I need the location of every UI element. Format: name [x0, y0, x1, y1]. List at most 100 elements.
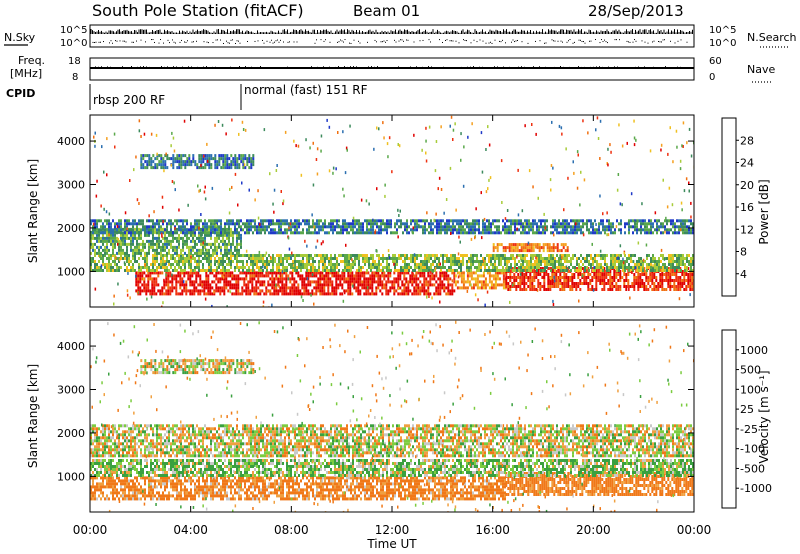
heatmap-cell	[114, 239, 116, 243]
heatmap-cell	[281, 286, 284, 290]
heatmap-cell	[164, 236, 166, 240]
heatmap-cell	[456, 231, 458, 235]
heatmap-cell	[364, 254, 366, 257]
heatmap-cell	[437, 277, 440, 281]
heatmap-cell	[341, 292, 344, 296]
heatmap-cell	[220, 228, 222, 232]
heatmap-cell	[114, 222, 116, 226]
heatmap-cell	[139, 289, 142, 293]
heatmap-cell	[370, 269, 372, 272]
heatmap-cell	[218, 260, 220, 263]
noise-search-dot	[628, 41, 629, 43]
heatmap-cell	[302, 260, 304, 263]
heatmap-cell	[379, 280, 382, 284]
heatmap-cell	[619, 285, 622, 288]
heatmap-cell	[525, 282, 528, 285]
heatmap-cell	[349, 280, 352, 284]
heatmap-cell	[234, 257, 236, 260]
heatmap-cell	[610, 263, 612, 266]
heatmap-cell	[149, 289, 152, 293]
heatmap-cell	[142, 248, 144, 252]
heatmap-cell	[259, 292, 262, 296]
heatmap-cell	[446, 257, 448, 260]
nave-dot	[524, 66, 525, 68]
heatmap-cell	[184, 263, 186, 266]
heatmap-cell	[192, 248, 194, 252]
heatmap-cell	[635, 282, 638, 285]
heatmap-cell	[132, 239, 134, 243]
heatmap-cell	[207, 292, 210, 296]
heatmap-cell	[423, 274, 426, 278]
heatmap-cell	[215, 271, 218, 275]
heatmap-cell	[277, 277, 280, 281]
heatmap-cell	[96, 245, 98, 249]
heatmap-cell	[391, 280, 394, 284]
heatmap-cell	[237, 292, 240, 296]
heatmap-cell	[251, 286, 254, 290]
heatmap-cell	[324, 225, 326, 229]
heatmap-cell	[280, 260, 282, 263]
heatmap-cell	[368, 263, 370, 266]
heatmap-cell	[346, 260, 348, 263]
heatmap-cell	[218, 228, 220, 232]
heatmap-cell	[515, 285, 518, 288]
heatmap-cell	[196, 251, 198, 255]
heatmap-cell	[382, 219, 384, 223]
heatmap-cell	[108, 236, 110, 240]
noise-strip-frame	[89, 24, 695, 48]
heatmap-cell	[339, 292, 342, 296]
heatmap-cell	[571, 288, 574, 291]
heatmap-cell	[531, 279, 534, 282]
heatmap-cell	[600, 254, 602, 257]
heatmap-cell	[204, 269, 206, 272]
heatmap-cell	[226, 269, 228, 272]
heatmap-cell	[627, 285, 630, 288]
heatmap-cell	[102, 222, 104, 226]
heatmap-cell	[102, 263, 104, 266]
heatmap-cell	[468, 271, 471, 275]
nave-bottom-tick: 0	[709, 72, 715, 83]
heatmap-cell	[482, 274, 485, 278]
heatmap-cell	[312, 260, 314, 263]
heatmap-cell	[383, 274, 386, 278]
heatmap-cell	[468, 280, 471, 284]
heatmap-cell	[96, 263, 98, 266]
heatmap-cell	[494, 269, 496, 272]
heatmap-cell	[464, 222, 466, 226]
heatmap-cell	[650, 260, 652, 263]
heatmap-cell	[596, 260, 598, 263]
heatmap-cell	[446, 228, 448, 232]
heatmap-cell	[521, 273, 524, 276]
heatmap-cell	[208, 266, 210, 269]
heatmap-cell	[311, 292, 314, 296]
heatmap-cell	[586, 266, 588, 269]
heatmap-cell	[545, 288, 548, 291]
heatmap-cell	[245, 271, 248, 275]
heatmap-cell	[158, 228, 160, 232]
heatmap-cell	[154, 257, 156, 260]
heatmap-cell	[295, 292, 298, 296]
heatmap-cell	[652, 254, 654, 257]
heatmap-cell	[357, 286, 360, 290]
heatmap-cell	[170, 225, 172, 229]
heatmap-cell	[280, 228, 282, 232]
heatmap-cell	[178, 263, 180, 266]
heatmap-cell	[450, 269, 452, 272]
nave-dot	[227, 67, 228, 69]
heatmap-cell	[321, 283, 324, 287]
heatmap-cell	[223, 283, 226, 287]
nave-dot	[257, 66, 258, 68]
heatmap-cell	[378, 254, 380, 257]
heatmap-cell	[147, 286, 150, 290]
heatmap-cell	[221, 274, 224, 278]
heatmap-cell	[557, 279, 560, 282]
heatmap-cell	[502, 254, 504, 257]
heatmap-cell	[657, 285, 660, 288]
heatmap-cell	[178, 257, 180, 260]
heatmap-cell	[218, 219, 220, 223]
heatmap-cell	[350, 254, 352, 257]
noise-search-dot	[112, 42, 113, 44]
heatmap-cell	[325, 280, 328, 284]
heatmap-cell	[449, 277, 452, 281]
heatmap-cell	[530, 269, 532, 272]
